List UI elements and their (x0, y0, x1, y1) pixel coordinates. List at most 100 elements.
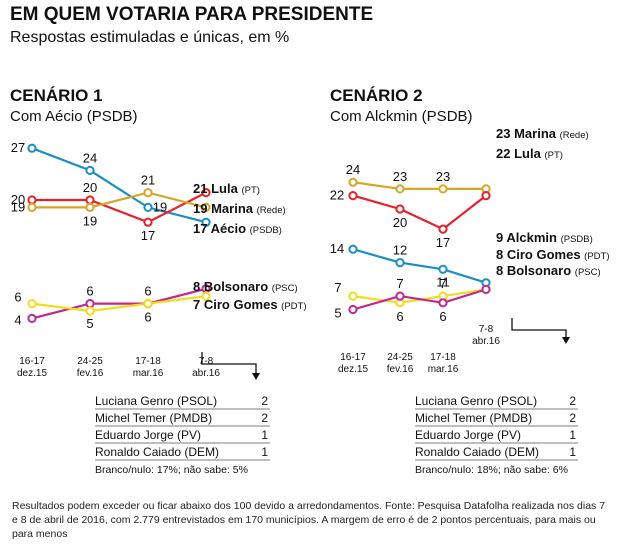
legend-name: Ciro Gomes (204, 297, 278, 312)
point (27, 143, 37, 153)
legend-name: Marina (211, 201, 254, 216)
point (395, 291, 405, 301)
point (438, 264, 448, 274)
end-label: 17 Aécio (PSDB) (193, 221, 282, 236)
line (352, 194, 487, 231)
subtitle: Respostas estimuladas e únicas, em % (10, 29, 289, 46)
line (32, 191, 207, 224)
end-label: 21 Lula (PT) (193, 181, 260, 196)
point (143, 202, 153, 212)
data-label: 5 (334, 306, 341, 321)
data-label: 7 (334, 280, 341, 295)
end-label: 8 Bolsonaro (PSC) (496, 263, 601, 278)
table-name: Ronaldo Caiado (DEM) (95, 445, 219, 459)
point (85, 195, 95, 205)
title: EM QUEM VOTARIA PARA PRESIDENTE (10, 4, 373, 25)
legend-name: Bolsonaro (507, 263, 571, 278)
data-label: 23 (436, 169, 450, 184)
data-label: 6 (144, 284, 151, 299)
line (31, 287, 207, 320)
point (85, 165, 95, 175)
table-name: Michel Temer (PMDB) (95, 411, 212, 425)
arrow (562, 337, 570, 344)
point (348, 291, 358, 301)
legend-party: (PSC) (272, 283, 298, 294)
bracket (201, 352, 257, 378)
legend-name: Bolsonaro (204, 279, 268, 294)
point (201, 202, 211, 212)
data-label: 22 (330, 188, 344, 203)
data-label: 20 (393, 215, 407, 230)
point (143, 188, 153, 198)
data-label: 21 (141, 173, 155, 188)
end-value: 19 (193, 201, 207, 216)
end-value: 23 (496, 126, 510, 141)
point (201, 217, 211, 227)
point (143, 217, 153, 227)
legend-party: (Rede) (560, 130, 589, 141)
point (481, 284, 491, 294)
x-tick-label: 17-18 (135, 356, 161, 367)
end-value: 9 (496, 230, 503, 245)
data-label: 6 (86, 284, 93, 299)
data-label: 6 (396, 309, 403, 324)
table-value: 2 (569, 394, 576, 408)
legend-party: (PDT) (281, 301, 306, 312)
point (201, 291, 211, 301)
table-name: Eduardo Jorge (PV) (95, 428, 201, 442)
table-name: Eduardo Jorge (PV) (415, 428, 521, 442)
end-value: 8 (496, 263, 503, 278)
data-label: 27 (11, 140, 25, 155)
line (352, 248, 487, 284)
chart-title: CENÁRIO 1 (10, 86, 103, 105)
legend-party: (PSDB) (561, 234, 593, 245)
data-label: 5 (86, 316, 93, 331)
legend-party: (PT) (544, 150, 562, 161)
end-value: 8 (496, 247, 503, 262)
x-tick-label: 17-18 (430, 352, 456, 363)
x-tick-label: mar.16 (428, 364, 459, 375)
table-value: 1 (261, 428, 268, 442)
note: Branco/nulo: 17%; não sabe: 5% (95, 464, 248, 476)
note: Branco/nulo: 18%; não sabe: 6% (415, 464, 568, 476)
point (348, 304, 358, 315)
x-tick-label: 16-17 (340, 352, 366, 363)
legend-party: (PT) (241, 185, 259, 196)
x-tick-label: 16-17 (19, 356, 45, 367)
x-tick-label: abr.16 (192, 368, 220, 379)
table-value: 1 (261, 445, 268, 459)
data-label: 7 (439, 276, 446, 291)
data-label: 24 (346, 162, 360, 177)
point (85, 299, 95, 309)
point (438, 184, 448, 194)
end-value: 17 (193, 221, 207, 236)
end-label: 7 Ciro Gomes (PDT) (193, 297, 307, 312)
point (201, 188, 211, 198)
line (31, 295, 207, 313)
x-tick-label: 7-8 (199, 356, 214, 367)
table-value: 1 (569, 445, 576, 459)
point (438, 224, 448, 234)
data-label: 6 (439, 309, 446, 324)
data-label: 14 (330, 241, 344, 256)
legend-name: Alckmin (506, 230, 557, 245)
data-label: 4 (14, 312, 21, 327)
end-label: 22 Lula (PT) (496, 146, 563, 161)
bracket (511, 318, 567, 342)
table-name: Luciana Genro (PSOL) (95, 394, 217, 408)
data-label: 19 (153, 199, 167, 214)
chart-subtitle: Com Alckmin (PSDB) (330, 108, 473, 125)
point (395, 184, 405, 194)
data-label: 19 (83, 213, 97, 228)
line (31, 147, 207, 224)
x-tick-label: 24-25 (77, 356, 103, 367)
line (352, 181, 486, 190)
legend-party: (PSC) (575, 267, 601, 278)
point (395, 258, 405, 268)
point (395, 204, 405, 214)
end-label: 9 Alckmin (PSDB) (496, 230, 593, 245)
point (27, 299, 37, 309)
x-tick-label: fev.16 (387, 364, 414, 375)
legend-name: Lula (211, 181, 238, 196)
table-name: Ronaldo Caiado (DEM) (415, 445, 539, 459)
